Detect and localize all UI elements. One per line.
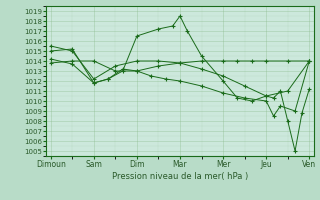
X-axis label: Pression niveau de la mer( hPa ): Pression niveau de la mer( hPa ) [112, 172, 248, 181]
